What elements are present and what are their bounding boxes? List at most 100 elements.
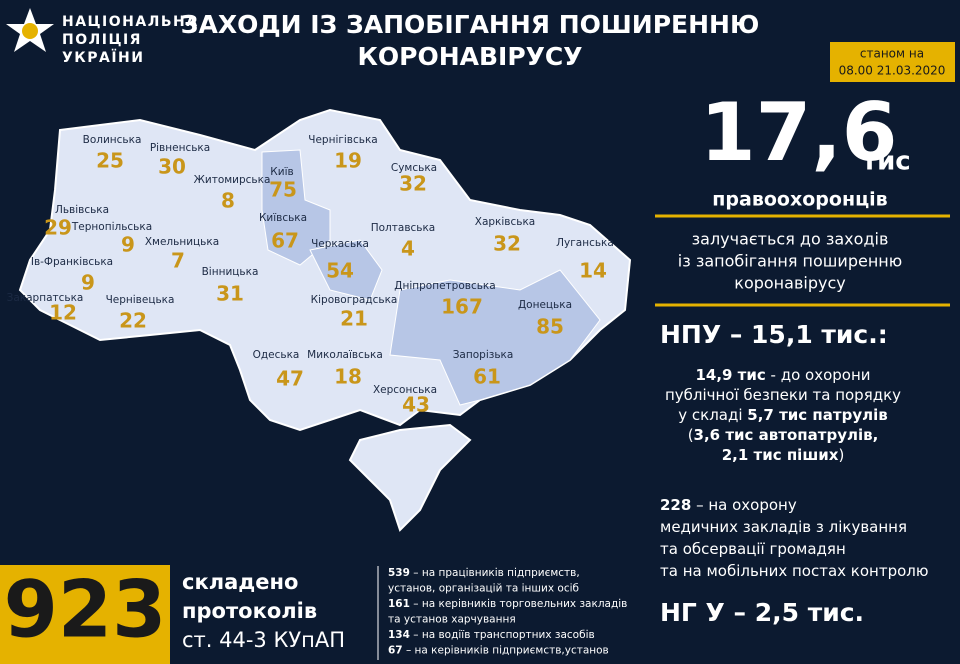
protocol-label: протоколів bbox=[182, 599, 317, 623]
npu-detail: у складі 5,7 тис патрулів bbox=[678, 406, 887, 424]
region-name: Черкаська bbox=[311, 238, 369, 250]
region-count: 14 bbox=[579, 259, 607, 283]
text-part: у складі bbox=[678, 406, 747, 424]
text-part: та на мобільних постах контролю bbox=[660, 562, 929, 580]
text-part: публічної безпеки та порядку bbox=[665, 386, 901, 404]
logo-emblem bbox=[22, 23, 38, 39]
region-count: 25 bbox=[96, 149, 124, 173]
region-count: 54 bbox=[326, 259, 354, 283]
text-part: 2,1 тис піших bbox=[722, 446, 839, 464]
text-part: – на працівників підприємств, bbox=[410, 567, 580, 579]
text-part: 539 bbox=[388, 567, 410, 579]
npu-detail: 2,1 тис піших) bbox=[722, 446, 845, 464]
region-count: 75 bbox=[269, 178, 297, 202]
npu-detail: 14,9 тис - до охорони bbox=[695, 366, 870, 384]
npu-detail: публічної безпеки та порядку bbox=[665, 386, 901, 404]
protocol-label: складено bbox=[182, 570, 298, 594]
region-name: Миколаївська bbox=[307, 349, 383, 361]
text-part: 228 bbox=[660, 496, 691, 514]
protocol-breakdown: та установ харчування bbox=[388, 614, 516, 626]
region-count: 31 bbox=[216, 282, 244, 306]
description: із запобігання поширенню bbox=[678, 252, 902, 271]
region-count: 12 bbox=[49, 301, 77, 325]
org-name: УКРАЇНИ bbox=[62, 49, 144, 66]
region-count: 29 bbox=[44, 216, 72, 240]
region-count: 7 bbox=[171, 249, 185, 273]
region-name: Чернігівська bbox=[308, 134, 377, 146]
protocol-breakdown: 161 – на керівників торговельних закладі… bbox=[388, 598, 627, 610]
text-part: та обсервації громадян bbox=[660, 540, 846, 558]
region-name: Кіровоградська bbox=[311, 294, 398, 306]
medical-detail: медичних закладів з лікування bbox=[660, 518, 907, 536]
region-name: Одеська bbox=[253, 349, 300, 361]
text-part: - до охорони bbox=[766, 366, 871, 384]
total-label: правоохоронців bbox=[712, 189, 887, 211]
region-name: Харківська bbox=[475, 216, 535, 228]
text-part: медичних закладів з лікування bbox=[660, 518, 907, 536]
region-count: 4 bbox=[401, 237, 415, 261]
region-count: 18 bbox=[334, 365, 362, 389]
region-count: 32 bbox=[399, 172, 427, 196]
region-name: Запорізька bbox=[453, 349, 514, 361]
region-count: 47 bbox=[276, 367, 304, 391]
region-count: 85 bbox=[536, 315, 564, 339]
region-count: 32 bbox=[493, 232, 521, 256]
description: коронавірусу bbox=[734, 274, 845, 293]
region-count: 9 bbox=[81, 271, 95, 295]
title: КОРОНАВІРУСУ bbox=[357, 42, 582, 71]
text-part: та установ харчування bbox=[388, 614, 516, 626]
region-count: 8 bbox=[221, 189, 235, 213]
region-name: Ів-Франківська bbox=[31, 256, 113, 268]
region-name: Київ bbox=[270, 166, 293, 178]
description: залучається до заходів bbox=[692, 230, 889, 249]
text-part: 67 bbox=[388, 645, 403, 657]
region-name: Хмельницька bbox=[145, 236, 219, 248]
text-part: – на керівників торговельних закладів bbox=[410, 598, 627, 610]
region-name: Полтавська bbox=[371, 222, 436, 234]
region-name: Херсонська bbox=[373, 384, 437, 396]
npu-detail: (3,6 тис автопатрулів, bbox=[688, 426, 879, 444]
region-name: Сумська bbox=[391, 162, 437, 174]
region-name: Луганська bbox=[556, 237, 614, 249]
region-count: 67 bbox=[271, 229, 299, 253]
region-count: 167 bbox=[441, 295, 483, 319]
protocol-label: ст. 44-3 КУпАП bbox=[182, 628, 345, 652]
kyiv-region bbox=[261, 149, 331, 266]
date: станом на bbox=[860, 47, 924, 61]
ngu-heading: НГ У – 2,5 тис. bbox=[660, 598, 864, 627]
region-count: 19 bbox=[334, 149, 362, 173]
protocol-breakdown: установ, організацій та інших осіб bbox=[388, 583, 579, 595]
total-number: 17,6 bbox=[700, 86, 897, 179]
medical-detail: та обсервації громадян bbox=[660, 540, 846, 558]
protocol-count: 923 bbox=[4, 565, 167, 655]
region-name: Рівненська bbox=[150, 142, 210, 154]
region-name: Закарпатська bbox=[7, 292, 84, 304]
text-part: 14,9 тис bbox=[695, 366, 765, 384]
region-name: Тернопільська bbox=[71, 221, 152, 233]
region-name: Київська bbox=[259, 212, 307, 224]
region-count: 30 bbox=[158, 155, 186, 179]
protocol-breakdown: 134 – на водіїв транспортних засобів bbox=[388, 629, 595, 641]
protocol-box bbox=[0, 565, 170, 664]
region-count: 61 bbox=[473, 365, 501, 389]
region-count: 22 bbox=[119, 309, 147, 333]
region-name: Донецька bbox=[518, 299, 572, 311]
medical-detail: 228 – на охорону bbox=[660, 496, 797, 514]
region-name: Вінницька bbox=[202, 266, 259, 278]
cherkasy-region bbox=[309, 239, 383, 301]
text-part: – на керівників підприємств,установ bbox=[403, 645, 609, 657]
npu-heading: НПУ – 15,1 тис.: bbox=[660, 320, 888, 349]
region-count: 21 bbox=[340, 307, 368, 331]
text-part: ( bbox=[688, 426, 694, 444]
medical-detail: та на мобільних постах контролю bbox=[660, 562, 929, 580]
org-name: ПОЛІЦІЯ bbox=[62, 32, 142, 48]
region-name: Чернівецька bbox=[106, 294, 175, 306]
region-name: Львівська bbox=[55, 204, 109, 216]
text-part: – на охорону bbox=[691, 496, 797, 514]
protocol-breakdown: 67 – на керівників підприємств,установ bbox=[388, 645, 609, 657]
region-count: 9 bbox=[121, 233, 135, 257]
text-part: 5,7 тис патрулів bbox=[747, 406, 887, 424]
date-box bbox=[830, 42, 955, 82]
text-part: ) bbox=[838, 446, 844, 464]
